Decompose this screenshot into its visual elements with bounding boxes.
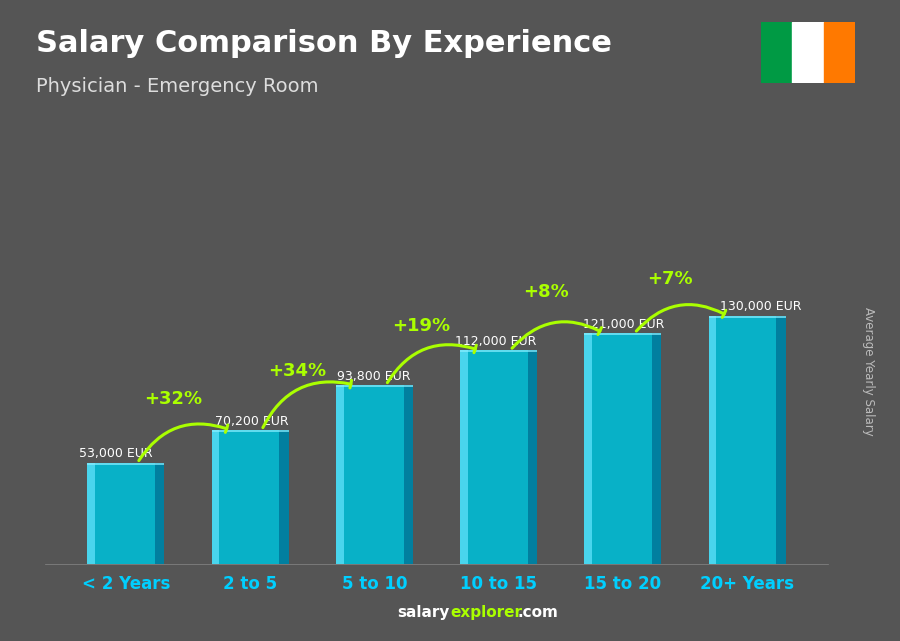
Bar [652,333,662,564]
FancyBboxPatch shape [584,333,662,564]
Text: Physician - Emergency Room: Physician - Emergency Room [36,77,319,96]
FancyBboxPatch shape [708,316,786,564]
Text: +19%: +19% [392,317,451,335]
Text: 130,000 EUR: 130,000 EUR [720,301,801,313]
Text: +32%: +32% [144,390,202,408]
Bar [212,430,289,432]
Bar [87,463,165,465]
Bar [708,316,716,564]
Text: 112,000 EUR: 112,000 EUR [455,335,536,348]
FancyBboxPatch shape [87,463,165,564]
Bar [279,430,289,564]
Bar [155,463,165,564]
Bar [403,385,413,564]
FancyBboxPatch shape [212,430,289,564]
Bar [212,430,220,564]
Bar [336,385,344,564]
Bar [528,351,537,564]
Text: 53,000 EUR: 53,000 EUR [78,447,152,460]
Bar [584,333,662,335]
Text: explorer: explorer [450,605,522,620]
Text: +8%: +8% [523,283,569,301]
Bar [336,385,413,387]
Bar [824,22,855,83]
Text: Salary Comparison By Experience: Salary Comparison By Experience [36,29,612,58]
Text: salary: salary [398,605,450,620]
Bar [584,333,592,564]
Text: 121,000 EUR: 121,000 EUR [583,318,664,331]
Bar [792,22,824,83]
Bar [460,351,537,353]
Bar [87,463,95,564]
Text: 93,800 EUR: 93,800 EUR [338,370,410,383]
Text: +7%: +7% [647,271,693,288]
Bar [460,351,468,564]
Text: +34%: +34% [268,362,327,381]
Text: 70,200 EUR: 70,200 EUR [215,415,289,428]
FancyBboxPatch shape [460,351,537,564]
Text: Average Yearly Salary: Average Yearly Salary [862,308,875,436]
Bar [708,316,786,318]
Bar [760,22,792,83]
Text: .com: .com [518,605,558,620]
FancyBboxPatch shape [336,385,413,564]
Bar [777,316,786,564]
